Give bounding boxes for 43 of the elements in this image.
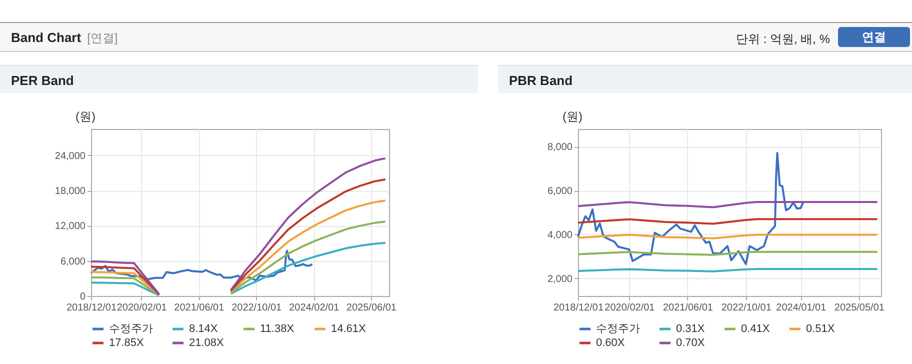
- text: Band Chart: [11, 30, 82, 45]
- x-tick-label: 2020/02/01: [604, 302, 656, 314]
- legend-label: 0.70X: [676, 337, 706, 349]
- x-tick-label: 2025/05/01: [834, 302, 885, 314]
- legend-label: 17.85X: [109, 337, 145, 349]
- x-tick-label: 2024/02/01: [289, 302, 340, 314]
- y-tick-label: 6,000: [547, 186, 573, 198]
- legend-label: 11.38X: [260, 323, 295, 335]
- legend-label: 수정주가: [596, 323, 640, 335]
- legend-label: 0.31X: [676, 323, 706, 335]
- button: 연결: [838, 27, 910, 47]
- x-tick-label: 2018/12/01: [553, 302, 604, 314]
- x-tick-label: 2021/06/01: [174, 302, 225, 314]
- chart-title: PER Band: [0, 66, 478, 93]
- y-axis-title: (원): [562, 110, 582, 124]
- legend-label: 0.60X: [596, 337, 626, 349]
- x-tick-label: 2018/12/01: [66, 302, 117, 314]
- text: 단위 : 억원, 배, %: [736, 31, 830, 48]
- y-tick-label: 8,000: [547, 142, 573, 154]
- x-tick-label: 2025/06/01: [346, 302, 397, 314]
- x-tick-label: 2020/02/01: [116, 302, 168, 314]
- x-tick-label: 2022/10/01: [721, 302, 772, 314]
- line-series: [577, 152, 804, 266]
- y-tick-label: 18,000: [54, 186, 86, 198]
- text: [연결]: [87, 31, 118, 45]
- legend-label: 0.41X: [741, 323, 770, 335]
- legend-label: 14.61X: [331, 323, 367, 335]
- legend-label: 수정주가: [109, 323, 153, 335]
- y-tick-label: 12,000: [54, 221, 86, 232]
- x-tick-label: 2021/06/01: [662, 302, 714, 314]
- x-tick-label: 2024/01/01: [776, 302, 827, 314]
- y-tick-label: 2,000: [547, 274, 573, 285]
- y-axis-title: (원): [76, 110, 96, 124]
- legend-label: 21.08X: [189, 337, 225, 349]
- line-series: [90, 250, 314, 282]
- legend-label: 8.14X: [189, 323, 218, 335]
- legend-label: 0.51X: [806, 323, 836, 335]
- y-tick-label: 24,000: [54, 150, 86, 162]
- x-tick-label: 2022/10/01: [232, 302, 282, 314]
- y-tick-label: 0: [80, 292, 86, 302]
- y-tick-label: 6,000: [60, 256, 86, 268]
- chart-title: PBR Band: [498, 66, 912, 93]
- y-tick-label: 4,000: [547, 230, 573, 241]
